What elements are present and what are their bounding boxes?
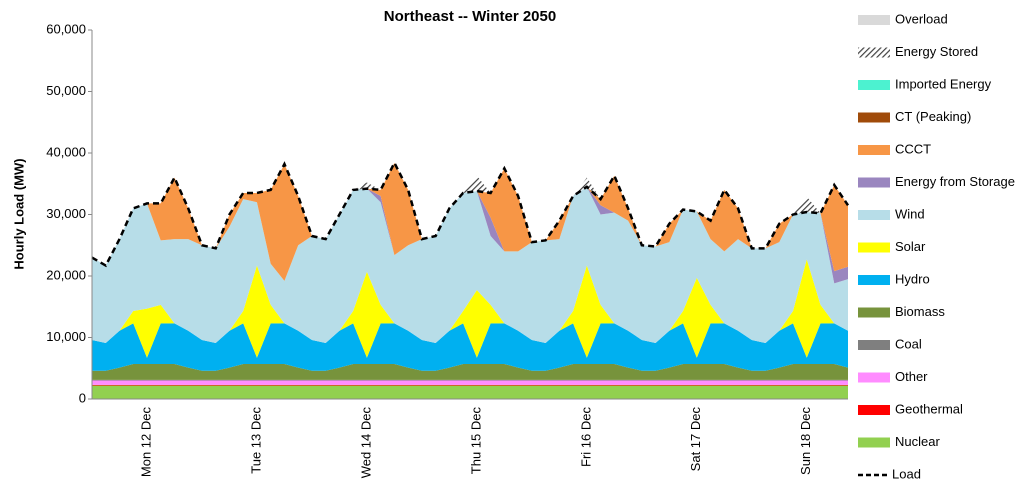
y-tick-label: 40,000 [46,144,86,159]
area [92,384,848,386]
legend-label: Other [895,369,928,384]
legend-label: Energy from Storage [895,174,1015,189]
legend-label: Overload [895,11,948,26]
legend-swatch [858,210,890,220]
legend-swatch [858,340,890,350]
x-tick-label: Sun 18 Dec [798,407,813,475]
y-tick-label: 10,000 [46,329,86,344]
legend-swatch [858,145,890,155]
y-tick-label: 30,000 [46,206,86,221]
legend-label: Energy Stored [895,44,978,59]
area [92,186,848,344]
legend-label: Geothermal [895,401,963,416]
legend-label: Solar [895,239,926,254]
legend-swatch [858,372,890,383]
area [92,259,848,358]
area [92,380,848,385]
legend-label: CT (Peaking) [895,109,971,124]
legend-swatch [858,177,890,188]
legend-swatch [858,15,890,25]
legend-label: Coal [895,336,922,351]
y-tick-label: 50,000 [46,83,86,98]
legend-label: Hydro [895,271,930,286]
legend-label: Biomass [895,304,945,319]
y-tick-label: 20,000 [46,267,86,282]
legend-label: Wind [895,206,925,221]
x-tick-label: Wed 14 Dec [358,407,373,479]
legend-swatch [858,275,890,285]
legend-swatch [858,307,890,318]
legend-label: Nuclear [895,434,940,449]
x-tick-label: Tue 13 Dec [248,407,263,474]
legend-swatch [858,47,890,58]
area [92,379,848,381]
area [92,162,848,281]
chart-title: Northeast -- Winter 2050 [384,8,556,25]
legend-swatch [858,80,890,90]
area [92,385,848,399]
load-line [91,160,850,268]
legend-label: Load [892,466,921,481]
y-axis-label: Hourly Load (MW) [11,158,26,269]
legend-swatch [858,112,890,123]
legend-label: Imported Energy [895,76,992,91]
x-tick-label: Fri 16 Dec [578,407,593,467]
y-tick-label: 60,000 [46,21,86,36]
x-tick-label: Mon 12 Dec [138,407,153,478]
x-tick-label: Sat 17 Dec [688,407,703,472]
area [92,323,848,371]
legend-swatch [858,405,890,415]
legend-swatch [858,437,890,448]
legend-label: CCCT [895,141,931,156]
area [92,363,848,380]
y-tick-label: 0 [79,390,86,405]
legend-swatch [858,242,890,253]
x-tick-label: Thu 15 Dec [468,407,483,475]
